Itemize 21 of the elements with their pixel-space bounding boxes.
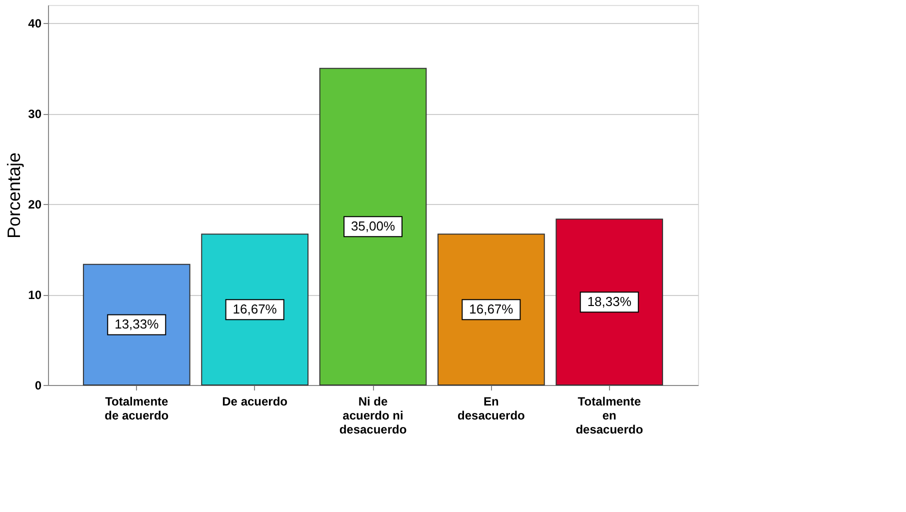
- data-label: 16,67%: [469, 302, 514, 317]
- data-label: 13,33%: [114, 316, 160, 332]
- bar: [438, 234, 545, 386]
- x-tick-label: De acuerdo: [222, 394, 288, 408]
- y-tick-label: 0: [34, 378, 42, 392]
- x-tick-label: Ni de acuerdo ni desacuerdo: [339, 394, 407, 436]
- bar: [319, 68, 427, 386]
- y-tick-label: 10: [28, 288, 42, 302]
- y-axis-title: Porcentaje: [4, 152, 24, 239]
- y-tick-label: 40: [28, 16, 42, 31]
- data-label: 16,67%: [232, 302, 278, 317]
- y-tick-label: 30: [28, 107, 42, 122]
- data-label: 35,00%: [350, 218, 396, 234]
- x-tick-label: Totalmente en desacuerdo: [576, 394, 644, 436]
- bar: [82, 264, 190, 386]
- bar: [556, 218, 664, 386]
- x-tick-label: En desacuerdo: [458, 394, 525, 422]
- y-tick-label: 20: [28, 198, 42, 212]
- data-label: 18,33%: [587, 294, 632, 310]
- bar: [201, 234, 308, 386]
- x-tick-label: Totalmente de acuerdo: [104, 394, 169, 422]
